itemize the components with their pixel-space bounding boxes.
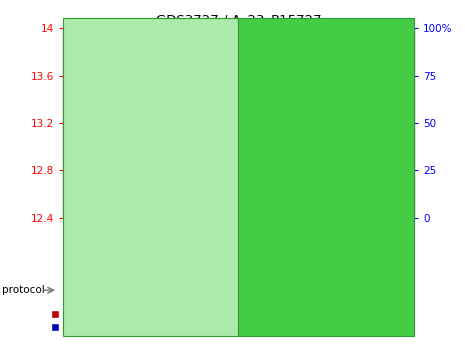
Bar [67,218,99,278]
Text: GSM520727: GSM520727 [217,219,226,274]
Text: control: control [308,172,344,182]
Text: GSM520724: GSM520724 [113,219,122,274]
Bar [274,218,306,278]
Bar [378,218,409,278]
Text: GSM520730: GSM520730 [320,219,329,274]
Bar [75,210,92,218]
Text: GSM520725: GSM520725 [148,219,157,274]
Text: GSM520729: GSM520729 [286,219,294,274]
Text: GSM520723: GSM520723 [79,219,88,274]
Bar [247,214,264,218]
Bar [102,218,133,278]
Text: GSM520731: GSM520731 [354,219,363,274]
Bar [171,218,203,278]
Bar [205,218,237,278]
Bar [109,210,126,218]
Text: GSM520728: GSM520728 [251,219,260,274]
Bar [385,64,402,218]
Text: GSM520726: GSM520726 [182,219,191,274]
Bar [316,70,333,218]
Bar [178,70,195,218]
Text: GSM520732: GSM520732 [389,219,398,274]
Bar [309,218,340,278]
Bar [343,218,375,278]
Bar [144,62,161,218]
Bar [239,218,272,278]
Legend: transformed count, percentile rank within the sample: transformed count, percentile rank withi… [51,309,229,332]
Bar [350,123,367,218]
Bar [136,218,168,278]
Text: protocol: protocol [2,285,45,295]
Bar [213,47,230,218]
Text: miRNA transfection: miRNA transfection [100,172,201,182]
Title: GDS3727 / A_23_P15727: GDS3727 / A_23_P15727 [155,13,321,26]
